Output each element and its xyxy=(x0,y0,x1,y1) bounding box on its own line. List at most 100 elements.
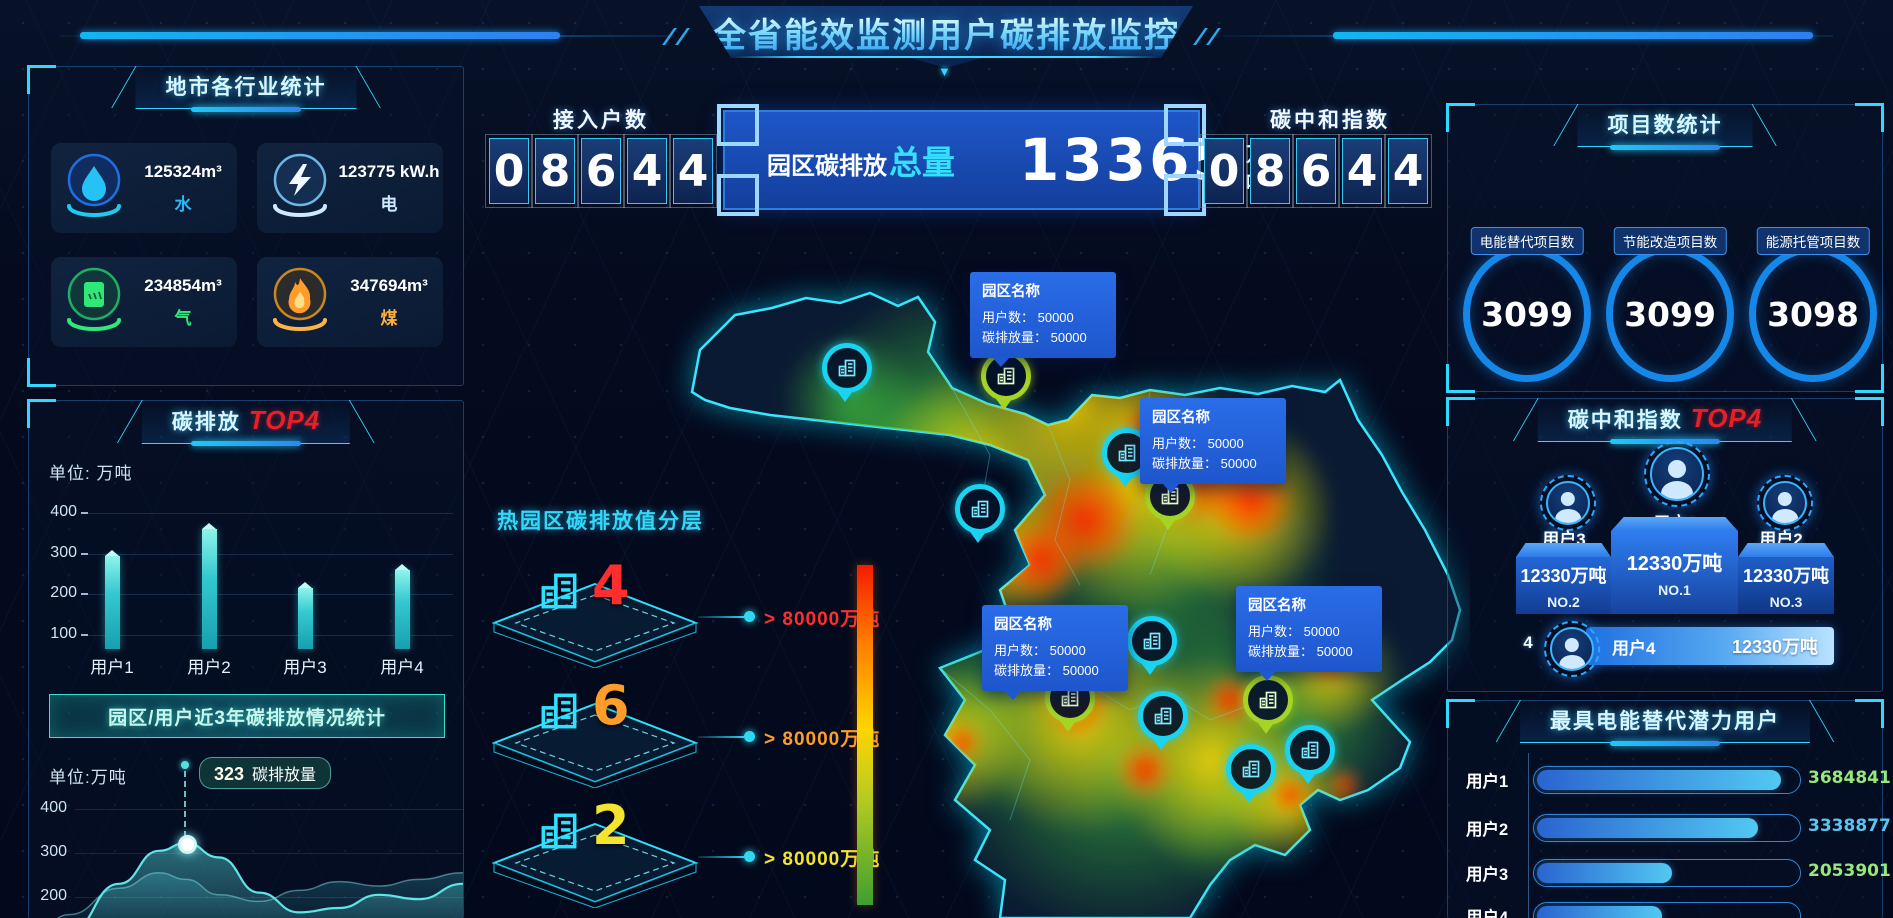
water-drop-icon xyxy=(59,150,129,226)
chevron-down-icon: ▼ xyxy=(938,64,951,79)
corner-deco xyxy=(1164,104,1206,146)
park-tooltip: 园区名称 用户数： 50000 碳排放量： 50000 xyxy=(970,272,1116,368)
layers-legend-title: 热园区碳排放值分层 xyxy=(497,510,704,533)
map-pin[interactable] xyxy=(955,484,1005,543)
rank3-box: 12330万吨 NO.3 xyxy=(1738,557,1834,614)
map-pin[interactable] xyxy=(1226,744,1276,803)
axis-tick-label: 300 xyxy=(40,843,67,860)
map-pin[interactable] xyxy=(1243,675,1293,734)
grid-line xyxy=(75,809,463,810)
access-count-label: 接入户数 xyxy=(553,109,649,132)
axis-category-label: 用户1 xyxy=(90,658,134,677)
layer-threshold-label: > 80000万吨 xyxy=(764,729,881,750)
axis-line xyxy=(1528,753,1529,918)
map-pin-tail xyxy=(1140,661,1160,675)
total-label-prefix: 园区碳排放 xyxy=(767,153,887,180)
map-pin-tail xyxy=(1256,720,1276,734)
rank2-rank: NO.2 xyxy=(1547,593,1580,610)
industry-stat-value: 234854m³ xyxy=(144,275,222,295)
grid-line xyxy=(87,594,453,595)
corner-deco xyxy=(1855,364,1884,393)
park-tooltip-users: 用户数： 50000 xyxy=(1152,436,1244,451)
potential-row: 用户1 3684841 xyxy=(1448,765,1891,795)
potential-bar-capsule xyxy=(1533,766,1801,794)
connector-line xyxy=(698,616,744,618)
layer-count: 6 xyxy=(592,674,630,737)
trend-area-chart xyxy=(29,796,464,918)
rank4-user: 用户4 xyxy=(1612,638,1656,658)
map-pin[interactable] xyxy=(822,343,872,402)
potential-bar-fill xyxy=(1537,770,1781,790)
project-ring-item: 电能替代项目数 3099 xyxy=(1462,227,1592,482)
building-icon xyxy=(536,808,582,859)
panel-emission-title: 碳排放 xyxy=(171,411,241,434)
project-ring-value: 3098 xyxy=(1767,294,1859,334)
potential-user-label: 用户1 xyxy=(1466,773,1509,791)
bar xyxy=(394,563,410,649)
tab-accent xyxy=(1610,439,1720,444)
corner-deco xyxy=(27,358,56,387)
map-pin-head xyxy=(1127,616,1177,666)
rank1-avatar xyxy=(1644,441,1710,507)
counter-digit: 8 xyxy=(1246,134,1294,208)
industry-stat-value: 123775 kW.h xyxy=(338,161,440,181)
project-ring-label: 电能替代项目数 xyxy=(1470,227,1584,255)
layer-legend-item: 4 > 80000万吨 xyxy=(491,554,892,678)
map-pin[interactable] xyxy=(1285,725,1335,784)
axis-tick-label: 400 xyxy=(40,799,67,816)
industry-stat-card: 347694m³ 煤 xyxy=(257,257,443,347)
rank2-box: 12330万吨 NO.2 xyxy=(1516,557,1611,614)
corner-deco xyxy=(1446,364,1475,393)
total-label-accent: 总量 xyxy=(889,144,955,181)
counter-digit: 4 xyxy=(1338,134,1386,208)
counter-digit: 4 xyxy=(669,134,717,208)
building-icon xyxy=(536,568,582,619)
history-stats-button[interactable]: 园区/用户近3年碳排放情况统计 xyxy=(49,694,445,738)
project-ring-value: 3099 xyxy=(1481,294,1573,334)
park-tooltip-users: 用户数： 50000 xyxy=(994,643,1086,658)
total-emission-label: 园区碳排放总量 xyxy=(767,136,955,184)
axis-category-label: 用户4 xyxy=(380,658,424,677)
potential-bar-fill xyxy=(1537,818,1758,838)
map-pin[interactable] xyxy=(1127,616,1177,675)
industry-stat-card: 123775 kW.h 电 xyxy=(257,143,443,233)
rank2-value: 12330万吨 xyxy=(1520,565,1607,586)
panel-potential-users: 最具电能替代潜力用户 用户1 3684841 用户2 3338877 用户3 205390… xyxy=(1446,699,1891,918)
gas-meter-icon xyxy=(59,264,129,340)
counter-digit: 8 xyxy=(531,134,579,208)
panel-emission-top4: 碳排放 TOP4 单位: 万吨 400 300 200 100 用户1 用户2 用户3 用户4 … xyxy=(27,399,464,918)
counter-digit: 6 xyxy=(577,134,625,208)
layer-threshold-label: > 80000万吨 xyxy=(764,849,881,870)
rank1-rank: NO.1 xyxy=(1658,582,1691,598)
tick-mark xyxy=(81,552,88,555)
park-tooltip-title: 园区名称 xyxy=(1248,598,1306,614)
counter-digit: 4 xyxy=(623,134,671,208)
panel-emission-title-accent: TOP4 xyxy=(248,405,321,435)
panel-industry-title: 地市各行业统计 xyxy=(165,76,327,99)
rank3-value: 12330万吨 xyxy=(1742,565,1830,586)
axis-tick-label: 200 xyxy=(40,887,67,904)
project-ring-label: 节能改造项目数 xyxy=(1613,227,1727,255)
axis-tick-label: 400 xyxy=(50,503,77,520)
axis-tick-label: 300 xyxy=(50,543,77,561)
province-heatmap[interactable]: 园区名称 用户数： 50000 碳排放量： 50000 园区名称 用户数： 50000 碳… xyxy=(650,240,1470,918)
map-pin-tail xyxy=(1298,770,1318,784)
potential-row: 用户2 3338877 xyxy=(1448,813,1891,843)
park-tooltip: 园区名称 用户数： 50000 碳排放量： 50000 xyxy=(1236,586,1382,682)
panel-podium-title: 碳中和指数 xyxy=(1567,409,1683,432)
potential-value: 2053901 xyxy=(1808,861,1891,881)
header-right-slash xyxy=(1193,28,1208,45)
flame-icon xyxy=(265,264,335,340)
tick-mark xyxy=(81,593,88,595)
building-icon xyxy=(536,688,582,739)
rank4-number: 4 xyxy=(1523,633,1533,652)
map-pin[interactable] xyxy=(1138,691,1188,750)
panel-industry-stats: 地市各行业统计 125324m³ 水 123775 kW.h 电 234854m³ 气… xyxy=(27,65,464,387)
map-pin-tail xyxy=(1239,789,1259,803)
tab-accent xyxy=(191,441,301,446)
bar xyxy=(297,581,313,649)
counter-digit: 0 xyxy=(1200,134,1248,208)
industry-stat-label: 煤 xyxy=(380,308,398,328)
map-pin-head xyxy=(1226,744,1276,794)
